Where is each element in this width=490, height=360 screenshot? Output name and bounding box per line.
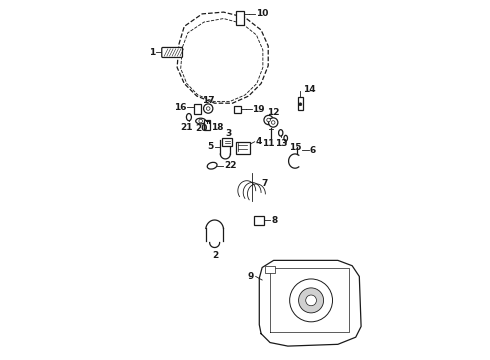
Ellipse shape: [284, 135, 288, 141]
Bar: [297, 97, 303, 110]
Ellipse shape: [186, 113, 192, 121]
Bar: [236, 11, 244, 24]
Circle shape: [298, 288, 323, 313]
Circle shape: [299, 103, 302, 106]
Circle shape: [203, 104, 213, 113]
Text: 19: 19: [252, 105, 265, 114]
Polygon shape: [259, 260, 361, 346]
Circle shape: [264, 115, 273, 125]
Text: 2: 2: [213, 251, 219, 260]
Bar: [236, 142, 249, 154]
Circle shape: [199, 119, 202, 123]
Text: 5: 5: [207, 142, 213, 151]
Text: 11: 11: [262, 139, 275, 148]
Text: 12: 12: [268, 108, 280, 117]
Text: 16: 16: [173, 103, 186, 112]
Bar: [222, 138, 232, 146]
Text: 20: 20: [195, 125, 208, 134]
Ellipse shape: [196, 118, 206, 124]
Bar: [265, 266, 275, 273]
Text: 9: 9: [248, 272, 254, 281]
Text: 4: 4: [256, 137, 262, 146]
Text: 6: 6: [309, 146, 316, 155]
Text: 18: 18: [211, 123, 223, 132]
Text: 21: 21: [180, 123, 193, 132]
Circle shape: [306, 295, 317, 306]
Ellipse shape: [279, 130, 283, 136]
Bar: [254, 216, 264, 225]
Circle shape: [271, 121, 275, 124]
Text: 3: 3: [226, 129, 232, 138]
Circle shape: [267, 118, 270, 122]
Bar: [204, 120, 210, 130]
Text: 22: 22: [224, 161, 236, 170]
Text: 10: 10: [256, 9, 268, 18]
Text: 7: 7: [261, 179, 268, 188]
Bar: [234, 107, 241, 113]
Circle shape: [269, 118, 278, 127]
Text: 14: 14: [303, 85, 316, 94]
Text: 17: 17: [202, 96, 215, 105]
Text: 8: 8: [271, 216, 277, 225]
Text: 1: 1: [149, 48, 155, 57]
Ellipse shape: [207, 162, 217, 169]
Circle shape: [290, 279, 333, 322]
Circle shape: [206, 107, 210, 111]
Text: 13: 13: [275, 139, 288, 148]
Bar: [194, 104, 201, 114]
FancyBboxPatch shape: [162, 48, 182, 58]
Text: 15: 15: [289, 143, 302, 152]
